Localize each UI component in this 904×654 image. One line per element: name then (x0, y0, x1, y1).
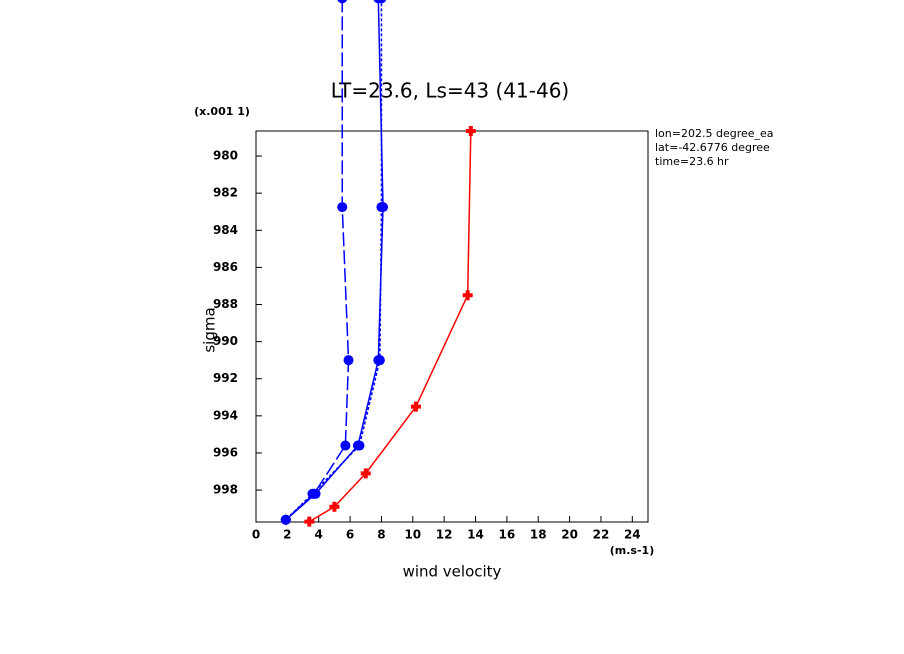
x-units: (m.s-1) (610, 544, 654, 557)
x-tick-label: 24 (624, 528, 641, 542)
x-tick-label: 22 (593, 528, 610, 542)
point (309, 488, 320, 499)
annotation: time=23.6 hr (655, 155, 729, 168)
point (343, 355, 354, 366)
point (360, 468, 371, 479)
x-tick-label: 6 (346, 528, 354, 542)
point (329, 501, 340, 512)
point (374, 355, 385, 366)
x-tick-label: 0 (252, 528, 260, 542)
x-tick-label: 16 (499, 528, 516, 542)
y-tick-label: 998 (213, 483, 238, 497)
point (304, 516, 315, 527)
point (462, 290, 473, 301)
x-tick-label: 2 (283, 528, 291, 542)
x-tick-label: 12 (436, 528, 453, 542)
point (465, 126, 476, 136)
annotation: lat=-42.6776 degree (655, 141, 770, 154)
point (340, 440, 351, 451)
point (337, 202, 348, 213)
plot-frame (255, 130, 649, 523)
y-tick-label: 988 (213, 297, 238, 311)
y-tick-label: 994 (213, 408, 238, 422)
y-tick-label: 992 (213, 371, 238, 385)
x-tick-label: 14 (467, 528, 484, 542)
x-tick-label: 20 (561, 528, 578, 542)
x-tick-label: 10 (404, 528, 421, 542)
y-axis-label: sigma (201, 307, 219, 352)
y-tick-label: 996 (213, 445, 238, 459)
y-tick-label: 986 (213, 260, 238, 274)
point (280, 514, 291, 525)
series-line (308, 130, 472, 523)
chart-title: LT=23.6, Ls=43 (41-46) (331, 79, 569, 103)
point (410, 401, 421, 412)
point (337, 0, 347, 4)
y-tick-label: 990 (213, 334, 238, 348)
x-tick-label: 4 (315, 528, 323, 542)
point (354, 440, 365, 451)
y-units: (x.001 1) (194, 105, 250, 118)
series-line (285, 0, 383, 521)
annotation: lon=202.5 degree_ea (655, 127, 774, 140)
x-axis-label: wind velocity (403, 563, 502, 581)
series-line (285, 0, 350, 521)
y-tick-label: 980 (213, 149, 238, 163)
x-tick-label: 8 (377, 528, 385, 542)
y-tick-label: 982 (213, 186, 238, 200)
y-tick-label: 984 (213, 223, 238, 237)
point (376, 0, 387, 4)
x-tick-label: 18 (530, 528, 547, 542)
point (376, 202, 387, 213)
